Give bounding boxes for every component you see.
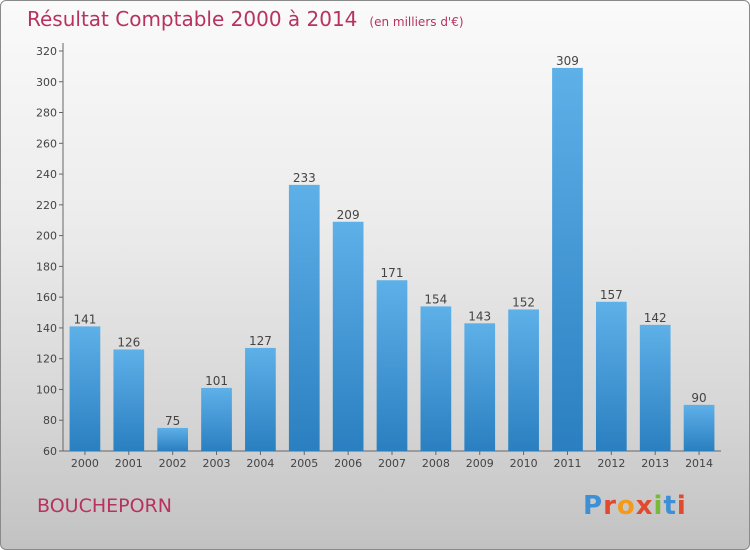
bar-value-label: 127: [249, 334, 272, 348]
bar: [332, 221, 364, 451]
bar-value-label: 152: [512, 295, 535, 309]
bar: [508, 309, 539, 451]
bar-value-label: 309: [556, 54, 579, 68]
x-tick-label: 2000: [71, 457, 99, 470]
bar-value-label: 157: [600, 288, 623, 302]
y-tick-label: 240: [36, 168, 57, 181]
y-tick-label: 260: [36, 137, 57, 150]
x-tick-label: 2009: [466, 457, 494, 470]
proxiti-logo: Proxiti: [583, 491, 687, 521]
bar: [420, 306, 452, 451]
bar: [683, 404, 715, 451]
x-tick-label: 2005: [290, 457, 318, 470]
bar: [245, 347, 276, 451]
y-tick-label: 180: [36, 260, 57, 273]
y-tick-label: 200: [36, 230, 57, 243]
chart-unit: (en milliers d'€): [369, 15, 464, 29]
bar: [113, 349, 145, 451]
bar-value-label: 209: [337, 208, 360, 222]
logo-letter: i: [676, 491, 687, 521]
bar-value-label: 101: [205, 374, 228, 388]
x-tick-label: 2007: [378, 457, 406, 470]
bar: [201, 387, 232, 451]
x-tick-label: 2014: [685, 457, 713, 470]
y-tick-label: 60: [43, 445, 57, 458]
bar: [552, 67, 583, 451]
bar-value-label: 143: [468, 309, 491, 323]
x-tick-label: 2004: [246, 457, 274, 470]
y-tick-label: 80: [43, 414, 57, 427]
x-tick-label: 2003: [203, 457, 231, 470]
bar: [639, 324, 671, 451]
logo-letter: i: [653, 491, 664, 521]
commune-name: BOUCHEPORN: [37, 495, 172, 517]
y-tick-label: 100: [36, 383, 57, 396]
bar: [376, 280, 408, 451]
x-tick-label: 2013: [641, 457, 669, 470]
y-tick-label: 280: [36, 107, 57, 120]
y-tick-label: 220: [36, 199, 57, 212]
logo-letter: t: [663, 491, 677, 521]
logo-letter: r: [603, 491, 617, 521]
x-tick-label: 2010: [510, 457, 538, 470]
x-tick-label: 2001: [115, 457, 143, 470]
y-tick-label: 120: [36, 353, 57, 366]
bar: [157, 427, 189, 451]
y-tick-label: 320: [36, 45, 57, 58]
y-tick-label: 300: [36, 76, 57, 89]
bar: [288, 184, 320, 451]
chart-title: Résultat Comptable 2000 à 2014 (en millie…: [27, 7, 464, 31]
x-tick-label: 2006: [334, 457, 362, 470]
bar-value-label: 141: [73, 312, 96, 326]
logo-letter: P: [583, 491, 604, 521]
bar-value-label: 75: [165, 414, 180, 428]
bar-value-label: 142: [644, 311, 667, 325]
chart-title-text: Résultat Comptable 2000 à 2014: [27, 7, 358, 31]
bar: [464, 323, 496, 451]
y-tick-label: 160: [36, 291, 57, 304]
y-tick-label: 140: [36, 322, 57, 335]
bar-value-label: 171: [381, 266, 404, 280]
x-tick-label: 2008: [422, 457, 450, 470]
bar: [595, 301, 627, 451]
bar-value-label: 154: [424, 292, 447, 306]
x-tick-label: 2012: [597, 457, 625, 470]
bar-value-label: 126: [117, 335, 140, 349]
x-tick-label: 2002: [159, 457, 187, 470]
bar-value-label: 233: [293, 171, 316, 185]
bar-value-label: 90: [691, 391, 706, 405]
logo-letter: o: [616, 491, 636, 521]
bar: [69, 326, 101, 451]
logo-letter: x: [635, 491, 654, 521]
x-tick-label: 2011: [553, 457, 581, 470]
